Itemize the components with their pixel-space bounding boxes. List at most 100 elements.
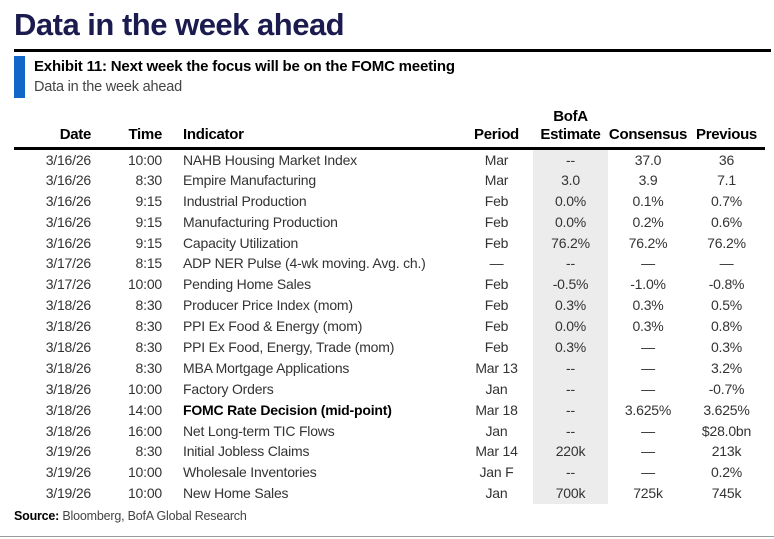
cell-period: Jan [485,380,508,397]
exhibit-accent-bar [14,56,25,98]
cell-indicator: PPI Ex Food, Energy, Trade (mom) [183,338,395,355]
cell-previous: 0.7% [710,192,743,209]
cell-period: Mar 13 [475,359,518,376]
title-divider [14,49,771,52]
cell-previous: 76.2% [707,234,746,251]
cell-date: 3/16/26 [45,213,91,230]
cell-consensus: — [641,443,655,460]
source-label: Source: [14,508,60,523]
cell-period: Jan [485,422,508,439]
col-header-consensus: Consensus [608,108,688,150]
table-row: 3/18/26 8:30 MBA Mortgage Applications Mar … [14,357,765,379]
col-header-bofa-estimate: BofA Estimate [533,108,608,150]
cell-time: 10:00 [127,464,162,481]
cell-bofa: 700k [533,482,608,504]
cell-date: 3/18/26 [45,359,91,376]
cell-time: 8:15 [135,255,162,272]
cell-indicator: NAHB Housing Market Index [183,151,357,168]
cell-indicator: Wholesale Inventories [183,464,317,481]
cell-bofa: -- [533,399,608,421]
cell-consensus: — [641,422,655,439]
cell-bofa: -- [533,461,608,483]
cell-period: Feb [484,318,509,335]
cell-date: 3/18/26 [45,338,91,355]
cell-previous: 3.625% [703,401,750,418]
cell-indicator: Producer Price Index (mom) [183,297,353,314]
cell-date: 3/18/26 [45,422,91,439]
cell-indicator: New Home Sales [183,485,289,502]
exhibit-header: Exhibit 11: Next week the focus will be … [14,56,774,98]
cell-date: 3/18/26 [45,318,91,335]
table-row: 3/16/26 9:15 Industrial Production Feb 0.0% 0… [14,190,765,212]
cell-consensus: 3.625% [624,401,672,418]
cell-date: 3/19/26 [45,485,91,502]
col-header-previous: Previous [688,108,765,150]
cell-period: Mar [484,171,509,188]
cell-bofa: -- [533,252,608,274]
cell-previous: -0.8% [708,276,745,293]
cell-date: 3/19/26 [45,443,91,460]
cell-date: 3/18/26 [45,297,91,314]
cell-previous: 0.6% [710,213,743,230]
cell-previous: 213k [711,443,742,460]
cell-consensus: 0.2% [632,213,664,230]
cell-consensus: — [641,380,655,397]
cell-consensus: 76.2% [628,234,668,251]
cell-time: 8:30 [135,297,162,314]
cell-bofa: -0.5% [533,273,608,295]
source-note: Source: Bloomberg, BofA Global Research [14,509,774,523]
cell-period: Mar [484,151,509,168]
cell-time: 10:00 [127,151,162,168]
cell-indicator: Industrial Production [183,192,307,209]
cell-date: 3/18/26 [45,380,91,397]
table-row: 3/16/26 9:15 Manufacturing Production Feb 0.… [14,211,765,233]
cell-bofa: 76.2% [533,232,608,253]
cell-period: — [489,255,504,272]
bottom-divider [0,536,774,537]
cell-previous: 36 [718,151,735,168]
col-header-bofa-line1: BofA [553,108,588,125]
cell-period: Mar 14 [475,443,518,460]
cell-consensus: — [641,359,655,376]
cell-time: 16:00 [127,422,162,439]
cell-time: 8:30 [135,359,162,376]
cell-bofa: 220k [533,440,608,462]
table-header-row: Date Time Indicator Period BofA Estimate… [14,108,765,150]
cell-time: 8:30 [135,443,162,460]
cell-time: 8:30 [135,318,162,335]
cell-time: 10:00 [127,485,162,502]
exhibit-subtitle: Data in the week ahead [34,79,182,95]
cell-period: Feb [484,276,509,293]
cell-date: 3/17/26 [45,276,91,293]
cell-indicator: Pending Home Sales [183,276,311,293]
cell-previous: 3.2% [710,359,743,376]
cell-date: 3/16/26 [45,171,91,188]
economic-calendar-table: Date Time Indicator Period BofA Estimate… [14,108,765,504]
cell-consensus: — [641,338,655,355]
col-header-period: Period [460,108,533,150]
cell-indicator: PPI Ex Food & Energy (mom) [183,318,363,335]
table-row: 3/19/26 10:00 New Home Sales Jan 700k 725k 745… [14,482,765,504]
page-title: Data in the week ahead [14,7,345,42]
cell-consensus: 37.0 [634,151,662,168]
cell-consensus: 725k [633,485,663,502]
exhibit-title: Exhibit 11: Next week the focus will be … [34,58,455,75]
cell-date: 3/16/26 [45,192,91,209]
cell-period: Feb [484,213,509,230]
cell-time: 8:30 [135,338,162,355]
cell-consensus: 0.3% [632,297,664,314]
cell-time: 10:00 [127,380,162,397]
cell-time: 8:30 [135,171,162,188]
cell-indicator: Factory Orders [183,380,274,397]
cell-indicator: Net Long-term TIC Flows [183,422,335,439]
table-row: 3/18/26 8:30 PPI Ex Food, Energy, Trade (m… [14,336,765,358]
cell-previous: $28.0bn [701,422,752,439]
col-header-indicator: Indicator [162,108,460,150]
col-header-date: Date [14,108,91,150]
cell-time: 9:15 [135,213,162,230]
cell-bofa: 0.3% [533,336,608,358]
table-row: 3/19/26 10:00 Wholesale Inventories Jan F --… [14,461,765,483]
cell-previous: 0.8% [710,318,743,335]
cell-consensus: 0.3% [632,318,664,335]
cell-period: Jan [485,485,508,502]
